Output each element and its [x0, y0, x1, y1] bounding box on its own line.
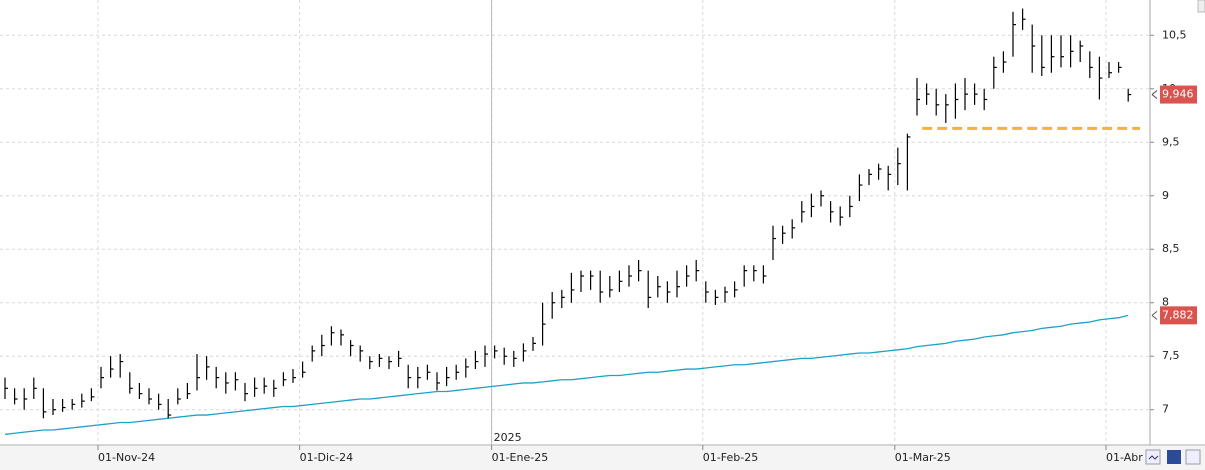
x-axis-band [0, 446, 1205, 470]
y-tick-label: 8 [1162, 296, 1169, 309]
last-average-arrow [1151, 310, 1158, 320]
moving-average-line [4, 314, 1129, 435]
scroll-handle[interactable] [1197, 0, 1205, 13]
last-price-box [1160, 85, 1197, 104]
y-tick-label: 9 [1162, 189, 1169, 202]
x-tick-label: 01-Abr [1106, 451, 1143, 464]
last-price-arrow [1151, 90, 1158, 99]
window-button[interactable] [1185, 449, 1201, 465]
x-tick-label: 01-Mar-25 [895, 451, 951, 464]
y-tick-label: 7,5 [1162, 349, 1180, 362]
save-button[interactable] [1167, 450, 1181, 464]
year-label: 2025 [494, 431, 522, 444]
x-tick-label: 01-Feb-25 [703, 451, 758, 464]
y-tick-label: 10,5 [1162, 28, 1187, 41]
y-tick-label: 8,5 [1162, 242, 1180, 255]
toolbar [1145, 0, 1205, 465]
x-tick-label: 01-Nov-24 [98, 451, 155, 464]
x-tick-label: 01-Ene-25 [492, 451, 549, 464]
last-average-label: 7,882 [1162, 308, 1194, 321]
y-tick-label: 7 [1162, 403, 1169, 416]
x-tick-label: 01-Dic-24 [300, 451, 354, 464]
zoom-icon [1148, 455, 1159, 460]
y-tick-label: 9,5 [1162, 135, 1180, 148]
last-price-label: 9,946 [1162, 88, 1194, 101]
last-average-box [1160, 306, 1197, 325]
